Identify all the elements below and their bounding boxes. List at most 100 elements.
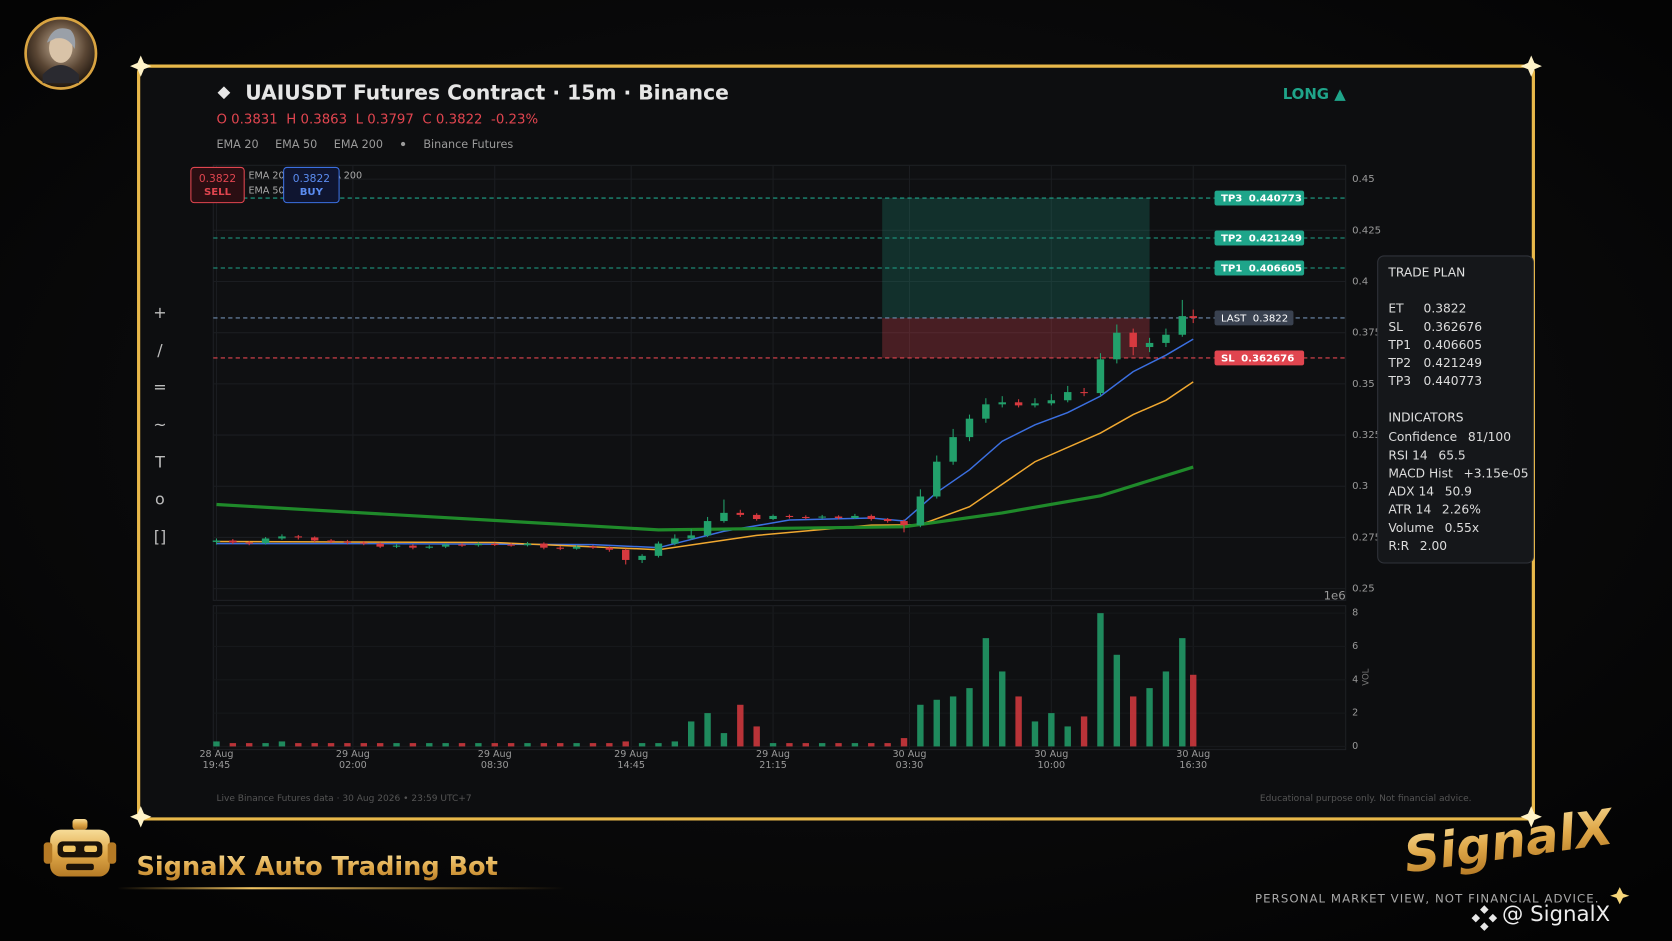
sell-box[interactable]: 0.3822 SELL	[190, 166, 245, 204]
y-tick-label: 0.35	[1352, 379, 1375, 390]
offset-label: 1e6	[1324, 589, 1346, 603]
candle-body	[278, 536, 286, 539]
tool-button[interactable]: o	[155, 490, 165, 509]
volume-tick-label: 2	[1352, 708, 1358, 719]
candle-body	[1189, 316, 1197, 318]
level-label: TP1 0.406605	[1221, 264, 1302, 275]
volume-bar	[638, 743, 646, 747]
volume-bar	[327, 743, 335, 747]
sparkle	[130, 55, 152, 77]
tool-button[interactable]: []	[154, 527, 166, 546]
tool-button[interactable]: +	[153, 303, 166, 322]
level-name: TP2	[1221, 234, 1242, 245]
sell-label[interactable]: SELL	[204, 187, 232, 198]
robot-logo	[43, 818, 117, 877]
candle-body	[327, 540, 335, 542]
candle-body	[572, 546, 581, 549]
indicator-value: 50.9	[1445, 484, 1472, 498]
plan-label: TP3	[1387, 374, 1411, 388]
x-tick-label: 29 Aug 02:00	[335, 749, 370, 771]
volume-bar	[704, 713, 711, 747]
candle-body	[1113, 332, 1121, 360]
sell-box-bg[interactable]	[190, 166, 245, 204]
level-label: TP2 0.421249	[1221, 234, 1302, 245]
candle-body	[507, 544, 515, 546]
volume-bar	[688, 721, 695, 747]
volume-bar	[213, 741, 220, 747]
volume-bar	[720, 733, 728, 747]
buy-price[interactable]: 0.3822	[293, 172, 330, 185]
candle-body	[310, 537, 319, 541]
level-tag	[1214, 350, 1305, 366]
volume-bar	[737, 704, 744, 747]
toolbar: + / = ~ To []	[153, 303, 166, 546]
candle-body	[802, 516, 810, 519]
trade-plan: TRADE PLAN ET 0.3822 SL 0.362676 TP1 0.406605 T…	[1387, 265, 1528, 552]
volume-bar	[818, 743, 826, 747]
level-value: 0.406605	[1249, 264, 1302, 275]
candle-body	[589, 546, 597, 548]
trade-plan-panel	[1377, 255, 1534, 564]
ohlc-text: O 0.3831 H 0.3863 L 0.3797 C 0.3822 -0.23%	[216, 112, 538, 127]
candle-body	[1145, 342, 1154, 348]
footer-left: Live Binance Futures data · 30 Aug 2026 …	[216, 794, 471, 804]
volume-bar	[786, 743, 793, 747]
tool-button[interactable]: ~	[153, 415, 166, 434]
candle-body	[933, 461, 941, 497]
candle-body	[720, 512, 728, 522]
volume-bar	[671, 741, 679, 747]
handle: @ SignalX	[1502, 902, 1610, 927]
legend: EMA 20 EMA 50 EMA 200 Binance Futures	[216, 138, 513, 151]
tool-button[interactable]: /	[157, 340, 163, 359]
candle-body	[1014, 402, 1023, 406]
x-tick-label: 29 Aug 08:30	[477, 749, 512, 771]
volume-bar	[884, 743, 891, 747]
x-tick-label: 30 Aug 16:30	[1176, 749, 1211, 771]
volume-bar	[655, 743, 662, 747]
tool-button[interactable]: =	[153, 378, 166, 397]
volume-bar	[1146, 688, 1153, 747]
volume-bar	[933, 699, 940, 747]
candle-body	[703, 521, 712, 536]
volume-bar	[900, 738, 908, 747]
candle-body	[409, 545, 417, 548]
plan-value: 0.362676	[1424, 320, 1483, 334]
candle-body	[523, 543, 532, 546]
candle-body	[1129, 332, 1137, 348]
candle-body	[965, 418, 974, 438]
robot-ear	[43, 842, 53, 864]
profit-zone	[882, 198, 1150, 318]
volume-tick-label: 8	[1352, 608, 1358, 619]
sparkle	[1610, 887, 1630, 905]
indicator-value: 81/100	[1468, 430, 1511, 444]
plan-value: 0.3822	[1424, 302, 1467, 316]
footer-right: Educational purpose only. Not financial …	[1260, 794, 1472, 804]
indicator-label: Confidence	[1388, 430, 1457, 444]
volume-bar	[409, 743, 417, 747]
buy-box[interactable]: 0.3822 BUY	[283, 166, 340, 204]
y-tick-label: 0.425	[1352, 225, 1381, 236]
robot-antenna	[72, 818, 88, 830]
buy-label[interactable]: BUY	[300, 187, 324, 198]
volume-bar	[278, 741, 286, 747]
volume-bar	[246, 743, 253, 747]
indicator-value: +3.15e-05	[1463, 466, 1528, 480]
signal: LONG ▲	[1283, 85, 1347, 103]
candle-body	[621, 549, 630, 560]
legend-mini: EMA 20	[248, 170, 284, 181]
volume-bar	[949, 696, 957, 747]
candle-body	[441, 544, 450, 547]
x-tick-label: 30 Aug 10:00	[1034, 749, 1069, 771]
sell-price[interactable]: 0.3822	[199, 172, 236, 185]
plan-label: ET	[1388, 302, 1404, 316]
robot-ear	[107, 842, 117, 864]
volume-bar	[1097, 613, 1104, 747]
y-tick-label: 0.3	[1352, 481, 1368, 492]
volume-bar	[573, 743, 580, 747]
volume-bar	[426, 743, 433, 747]
level-value: 0.362676	[1241, 353, 1294, 364]
indicator-label: MACD Hist	[1388, 466, 1453, 480]
level-tag	[1214, 260, 1305, 276]
buy-box-bg[interactable]	[283, 166, 340, 204]
tool-button[interactable]: T	[154, 452, 165, 471]
